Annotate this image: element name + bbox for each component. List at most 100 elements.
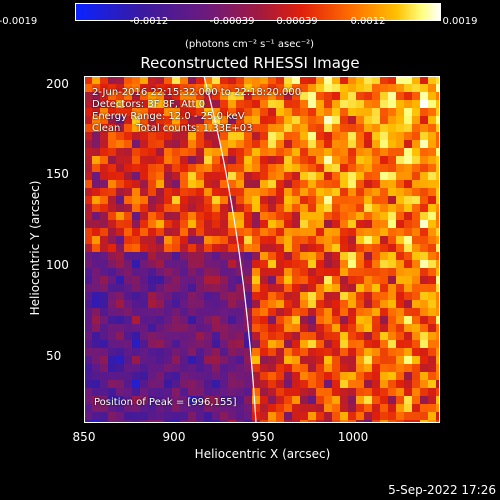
image-pixel (108, 300, 116, 308)
image-pixel (324, 164, 332, 172)
image-pixel (436, 148, 440, 156)
image-pixel (308, 204, 316, 212)
image-pixel (164, 148, 172, 156)
image-pixel (284, 180, 292, 188)
image-pixel (372, 164, 380, 172)
image-pixel (164, 324, 172, 332)
image-pixel (188, 92, 196, 100)
image-pixel (380, 420, 388, 423)
image-pixel (412, 116, 420, 124)
image-pixel (332, 260, 340, 268)
image-pixel (340, 300, 348, 308)
image-pixel (156, 276, 164, 284)
image-pixel (372, 204, 380, 212)
image-pixel (260, 220, 268, 228)
image-pixel (420, 292, 428, 300)
image-pixel (252, 204, 260, 212)
image-pixel (356, 332, 364, 340)
image-pixel (156, 156, 164, 164)
image-pixel (324, 268, 332, 276)
image-pixel (428, 348, 436, 356)
image-pixel (124, 252, 132, 260)
image-pixel (420, 412, 428, 420)
image-pixel (116, 204, 124, 212)
image-pixel (308, 252, 316, 260)
image-pixel (212, 332, 220, 340)
image-pixel (388, 196, 396, 204)
image-pixel (132, 84, 140, 92)
image-pixel (220, 316, 228, 324)
image-pixel (292, 140, 300, 148)
image-pixel (300, 172, 308, 180)
image-pixel (380, 252, 388, 260)
image-pixel (412, 340, 420, 348)
image-pixel (188, 172, 196, 180)
image-pixel (244, 148, 252, 156)
image-pixel (108, 132, 116, 140)
image-pixel (260, 140, 268, 148)
image-pixel (212, 204, 220, 212)
image-pixel (276, 388, 284, 396)
image-pixel (156, 332, 164, 340)
colorbar-tick: -0.0019 (0, 16, 38, 27)
image-pixel (204, 108, 212, 116)
image-pixel (100, 300, 108, 308)
image-pixel (300, 292, 308, 300)
image-pixel (404, 236, 412, 244)
image-pixel (204, 300, 212, 308)
image-pixel (284, 252, 292, 260)
image-pixel (348, 76, 356, 84)
image-pixel (100, 324, 108, 332)
image-pixel (308, 124, 316, 132)
image-pixel (148, 180, 156, 188)
image-pixel (212, 180, 220, 188)
image-pixel (164, 204, 172, 212)
image-pixel (300, 324, 308, 332)
image-pixel (380, 244, 388, 252)
image-pixel (436, 76, 440, 84)
image-pixel (148, 292, 156, 300)
image-pixel (164, 340, 172, 348)
image-pixel (196, 228, 204, 236)
image-pixel (396, 420, 404, 423)
image-pixel (276, 380, 284, 388)
image-pixel (340, 172, 348, 180)
image-pixel (356, 76, 364, 84)
image-pixel (172, 100, 180, 108)
image-pixel (308, 372, 316, 380)
image-pixel (388, 412, 396, 420)
image-pixel (308, 140, 316, 148)
image-pixel (252, 212, 260, 220)
image-pixel (252, 260, 260, 268)
image-pixel (364, 244, 372, 252)
image-pixel (116, 76, 124, 84)
image-pixel (220, 340, 228, 348)
image-pixel (260, 316, 268, 324)
image-pixel (292, 340, 300, 348)
image-pixel (124, 324, 132, 332)
image-pixel (228, 188, 236, 196)
image-pixel (284, 364, 292, 372)
image-pixel (268, 396, 276, 404)
image-pixel (268, 268, 276, 276)
image-pixel (228, 412, 236, 420)
image-pixel (380, 212, 388, 220)
image-pixel (148, 380, 156, 388)
image-pixel (164, 356, 172, 364)
image-pixel (292, 156, 300, 164)
image-pixel (244, 100, 252, 108)
image-pixel (156, 180, 164, 188)
image-pixel (132, 300, 140, 308)
image-pixel (164, 332, 172, 340)
image-pixel (100, 420, 108, 423)
image-pixel (180, 300, 188, 308)
image-pixel (268, 356, 276, 364)
image-pixel (92, 228, 100, 236)
image-pixel (156, 404, 164, 412)
image-pixel (308, 348, 316, 356)
image-pixel (132, 348, 140, 356)
image-pixel (412, 268, 420, 276)
image-pixel (300, 380, 308, 388)
image-pixel (388, 396, 396, 404)
image-pixel (316, 212, 324, 220)
